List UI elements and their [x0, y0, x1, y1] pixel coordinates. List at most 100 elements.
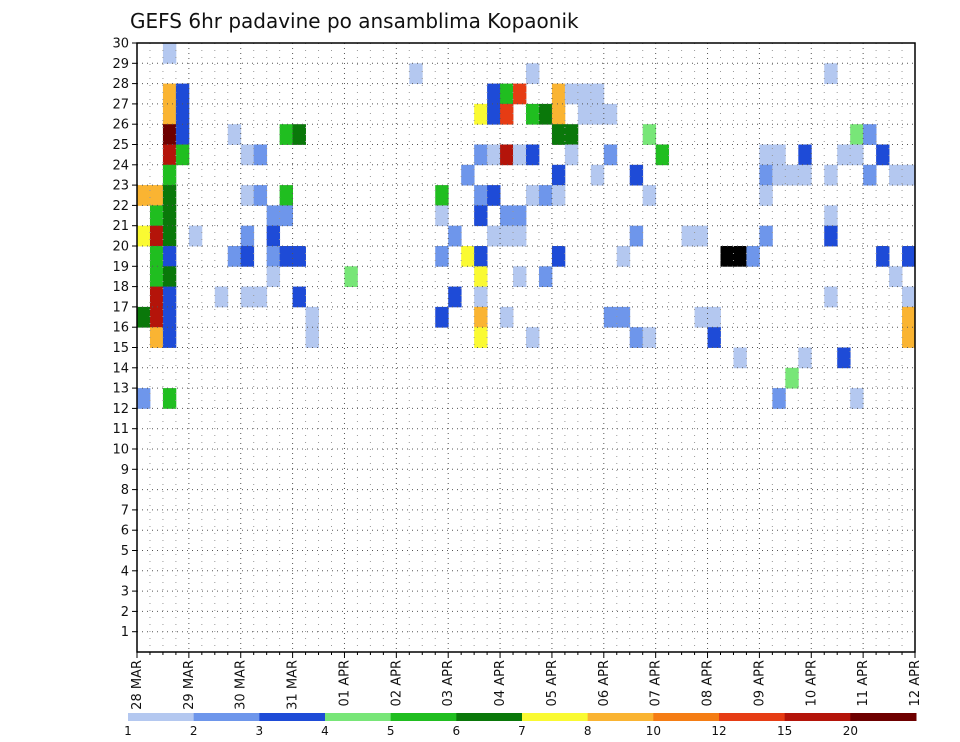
heatmap-cell	[162, 225, 177, 247]
heatmap-cell	[824, 225, 838, 247]
heatmap-cell	[149, 286, 164, 308]
legend-label: 2	[190, 724, 198, 738]
heatmap-cell	[435, 205, 449, 227]
heatmap-cell	[448, 225, 462, 247]
heatmap-cell	[538, 103, 553, 125]
heatmap-cell	[435, 246, 449, 267]
heatmap-cell	[149, 246, 164, 267]
heatmap-cell	[292, 124, 306, 145]
heatmap-cell	[720, 246, 734, 267]
heatmap-cell	[487, 185, 501, 206]
heatmap-cell	[188, 225, 203, 247]
heatmap-cell	[642, 185, 657, 206]
heatmap-cell	[551, 83, 566, 105]
x-tick-label: 06 APR	[597, 660, 612, 706]
legend-label: 8	[584, 724, 592, 738]
y-tick-label: 28	[112, 77, 129, 92]
heatmap-cell	[448, 286, 462, 308]
heatmap-cell	[824, 286, 838, 308]
x-tick-label: 29 MAR	[182, 660, 197, 710]
x-tick-label: 31 MAR	[286, 660, 301, 710]
y-tick-label: 6	[121, 524, 129, 539]
y-tick-label: 1	[121, 625, 129, 640]
heatmap-cell	[409, 63, 423, 84]
heatmap-cell	[603, 103, 618, 125]
heatmap-cell	[500, 306, 514, 328]
heatmap-cell	[162, 164, 177, 186]
heatmap-cell	[902, 306, 916, 328]
heatmap-cell	[824, 205, 838, 227]
chart-title: GEFS 6hr padavine po ansamblima Kopaonik	[130, 9, 579, 33]
heatmap-cell	[305, 327, 319, 348]
heatmap-cell	[603, 306, 618, 328]
heatmap-cell	[902, 164, 916, 186]
heatmap-cell	[538, 266, 553, 287]
heatmap-cell	[162, 103, 177, 125]
heatmap-cell	[642, 327, 657, 348]
heatmap-cell	[629, 225, 644, 247]
heatmap-cell	[162, 266, 177, 287]
y-tick-label: 11	[112, 422, 129, 437]
heatmap-cells	[137, 43, 916, 409]
heatmap-cell	[487, 103, 501, 125]
y-tick-label: 9	[121, 463, 129, 478]
heatmap-cell	[876, 246, 890, 267]
legend-swatch	[325, 713, 392, 721]
heatmap-cell	[590, 83, 605, 105]
heatmap-cell	[149, 327, 164, 348]
color-legend: 1 2 3 4 5 6 7 8 10 12 15 20	[124, 713, 917, 738]
heatmap-cell	[526, 185, 540, 206]
y-tick-label: 23	[112, 179, 129, 194]
heatmap-cell	[876, 144, 890, 166]
heatmap-cell	[785, 164, 799, 186]
x-tick-label: 11 APR	[856, 660, 871, 706]
heatmap-cell	[137, 388, 151, 409]
x-tick-label: 02 APR	[389, 660, 404, 706]
heatmap-cell	[850, 388, 864, 409]
y-tick-label: 2	[121, 605, 129, 620]
y-tick-label: 8	[121, 483, 129, 498]
heatmap-cell	[746, 246, 760, 267]
heatmap-cell	[474, 286, 488, 308]
heatmap-cell	[733, 347, 747, 369]
heatmap-cell	[863, 124, 877, 145]
heatmap-cell	[564, 124, 579, 145]
heatmap-cell	[435, 306, 449, 328]
y-tick-label: 29	[112, 57, 129, 72]
heatmap-cell	[694, 306, 708, 328]
y-tick-label: 10	[112, 443, 129, 458]
heatmap-cell	[487, 144, 501, 166]
heatmap-cell	[564, 83, 579, 105]
x-tick-label: 07 APR	[649, 660, 664, 706]
x-tick-label: 28 MAR	[130, 660, 145, 710]
heatmap-cell	[824, 63, 838, 84]
heatmap-cell	[590, 103, 605, 125]
legend-swatch	[456, 713, 523, 721]
heatmap-cell	[137, 306, 151, 328]
heatmap-cell	[474, 306, 488, 328]
heatmap-cell	[798, 347, 812, 369]
legend-label: 15	[777, 724, 792, 738]
heatmap-cell	[759, 144, 773, 166]
heatmap-cell	[681, 225, 695, 247]
heatmap-cell	[253, 144, 268, 166]
heatmap-cell	[162, 306, 177, 328]
heatmap-cell	[603, 144, 618, 166]
heatmap-cell	[526, 327, 540, 348]
heatmap-cell	[149, 266, 164, 287]
heatmap-cell	[474, 205, 488, 227]
y-tick-label: 14	[112, 361, 129, 376]
heatmap-cell	[837, 347, 851, 369]
heatmap-cell	[513, 205, 527, 227]
heatmap-cell	[824, 164, 838, 186]
y-tick-label: 12	[112, 402, 129, 417]
y-tick-label: 25	[112, 138, 129, 153]
heatmap-cell	[513, 266, 527, 287]
y-tick-label: 7	[121, 503, 129, 518]
legend-label: 7	[518, 724, 526, 738]
heatmap-cell	[850, 144, 864, 166]
heatmap-cell	[149, 306, 164, 328]
heatmap-cell	[538, 185, 553, 206]
heatmap-cell	[902, 246, 916, 267]
y-tick-label: 4	[121, 564, 129, 579]
